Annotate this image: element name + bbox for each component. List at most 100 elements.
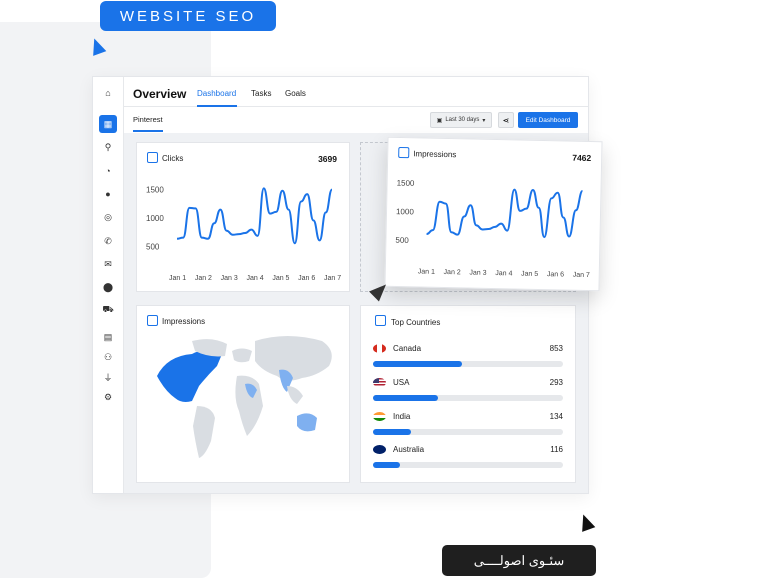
country-value: 293 (549, 378, 563, 387)
progress-track (373, 361, 563, 367)
x-tick-label: Jan 4 (495, 270, 512, 277)
country-value: 853 (549, 344, 563, 353)
document-icon[interactable]: ▤ (103, 331, 113, 342)
clicks-chart: 1500 1000 500 Jan 1 Jan 2 Jan 3 Jan 4 Jan 5 Jan … (146, 186, 341, 282)
tab-tasks[interactable]: Tasks (251, 89, 272, 98)
y-tick-label: 1500 (397, 179, 416, 188)
sub-bar: Pinterest ▣ Last 30 days ▾ ⋖ Edit Dashbo… (124, 107, 588, 133)
series-line (426, 188, 584, 239)
home-icon[interactable]: ⌂ (105, 88, 111, 98)
top-bar: Overview Dashboard Tasks Goals (124, 77, 588, 107)
map-land (279, 369, 293, 392)
map-land (232, 348, 252, 363)
chevron-down-icon: ▾ (482, 117, 486, 124)
progress-fill (373, 395, 438, 401)
progress-fill (373, 361, 463, 367)
card-title: Clicks (162, 154, 184, 163)
series-line (176, 187, 333, 245)
progress-track (373, 395, 563, 401)
card-title: Impressions (162, 317, 206, 326)
y-tick-label: 1500 (146, 186, 164, 195)
share-icon: ⋖ (502, 115, 510, 125)
map-land (192, 339, 227, 357)
location-icon[interactable]: ⬤ (102, 281, 114, 292)
page-title: Overview (133, 87, 187, 101)
x-tick-label: Jan 4 (247, 275, 264, 282)
share-button[interactable]: ⋖ (498, 112, 514, 128)
x-tick-label: Jan 2 (195, 275, 212, 282)
tab-dashboard[interactable]: Dashboard (197, 89, 237, 98)
list-item: Australia 116 (373, 445, 563, 475)
x-tick-label: Jan 3 (469, 270, 486, 277)
progress-track (373, 429, 563, 435)
x-tick-label: Jan 7 (573, 272, 590, 279)
x-tick-label: Jan 1 (418, 268, 435, 275)
y-tick-label: 500 (395, 236, 409, 245)
mail-icon[interactable]: ✉ (104, 258, 112, 269)
phone-icon[interactable]: ✆ (104, 235, 112, 246)
x-tick-label: Jan 2 (444, 269, 461, 276)
progress-fill (373, 462, 400, 468)
country-name: Canada (393, 344, 422, 353)
x-tick-label: Jan 6 (298, 275, 315, 282)
persian-label-badge: سئـوی اصولــــی (442, 545, 596, 576)
x-tick-label: Jan 5 (521, 271, 538, 278)
subtab-indicator (133, 130, 163, 132)
canada-flag-icon (373, 344, 386, 353)
list-item: India 134 (373, 412, 563, 442)
card-value: 3699 (318, 154, 337, 164)
list-item: Canada 853 (373, 344, 563, 374)
date-range-button[interactable]: ▣ Last 30 days ▾ (430, 112, 492, 128)
x-tick-label: Jan 1 (169, 275, 186, 282)
calendar-icon: ▣ (436, 117, 443, 124)
sidebar: ⌂ ▦ ⚲ ◔ ● ◎ ✆ ✉ ⬤ ⛟ ▤ ⚇ ⏚ ⚙ (93, 77, 124, 493)
country-value: 116 (550, 445, 563, 454)
gear-icon[interactable]: ⚙ (103, 391, 113, 402)
country-name: USA (393, 378, 410, 387)
website-seo-badge: WEBSITE SEO (100, 1, 276, 31)
country-name: India (393, 412, 411, 421)
edit-dashboard-button[interactable]: Edit Dashboard (518, 112, 578, 128)
target-icon[interactable]: ◎ (104, 211, 112, 222)
map-land (287, 386, 303, 404)
map-land (245, 383, 257, 398)
x-tick-label: Jan 5 (272, 275, 289, 282)
australia-flag-icon (373, 445, 386, 454)
plug-icon[interactable]: ⏚ (103, 372, 113, 383)
top-countries-card[interactable]: Top Countries Canada 853 USA 293 India 1… (360, 305, 576, 483)
clicks-card[interactable]: Clicks 3699 1500 1000 500 Jan 1 Jan 2 Jan 3 Ja… (136, 142, 350, 292)
analytics-icon (375, 315, 386, 326)
impressions-card[interactable]: Impressions 7462 1500 1000 500 Jan 1 Jan 2 Ja… (384, 136, 603, 292)
world-map (157, 336, 332, 458)
map-card[interactable]: Impressions (136, 305, 350, 483)
x-tick-label: Jan 6 (547, 271, 564, 278)
y-tick-label: 500 (146, 243, 160, 252)
map-land (193, 406, 215, 458)
y-tick-label: 1000 (146, 214, 164, 223)
pointer-icon (576, 512, 596, 532)
analytics-icon (147, 315, 158, 326)
search-icon[interactable]: ⚲ (104, 141, 112, 152)
map-land (255, 336, 332, 381)
map-land (157, 350, 222, 402)
x-tick-label: Jan 3 (221, 275, 238, 282)
map-land (297, 413, 317, 432)
tab-pinterest[interactable]: Pinterest (133, 115, 163, 124)
pie-chart-icon[interactable]: ◔ (105, 166, 111, 176)
chat-icon[interactable]: ● (105, 189, 111, 199)
dashboard-icon[interactable]: ▦ (99, 115, 117, 133)
progress-track (373, 462, 563, 468)
users-icon[interactable]: ⚇ (103, 351, 113, 362)
list-item: USA 293 (373, 378, 563, 408)
usa-flag-icon (373, 378, 386, 387)
card-title: Top Countries (391, 318, 441, 327)
progress-fill (373, 429, 411, 435)
active-tab-indicator (197, 105, 237, 107)
country-value: 134 (549, 412, 563, 421)
y-tick-label: 1000 (396, 207, 415, 216)
impressions-chart: 1500 1000 500 Jan 1 Jan 2 Jan 3 Jan 4 Jan 5 Jan … (395, 179, 590, 279)
india-flag-icon (373, 412, 386, 421)
tab-goals[interactable]: Goals (285, 89, 306, 98)
cart-icon[interactable]: ⛟ (102, 304, 114, 314)
country-name: Australia (393, 445, 425, 454)
